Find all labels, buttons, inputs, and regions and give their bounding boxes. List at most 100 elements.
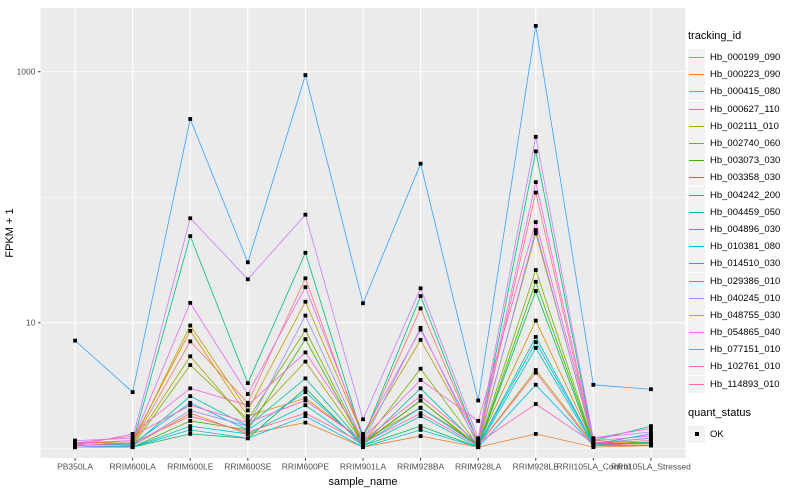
- data-point: [303, 250, 308, 255]
- data-point: [303, 276, 308, 281]
- data-point: [73, 338, 77, 343]
- data-point: [303, 359, 308, 364]
- quant-ok-key: [688, 425, 705, 443]
- data-point: [245, 277, 250, 282]
- data-point: [533, 149, 538, 154]
- series-color-line-icon: [689, 108, 704, 110]
- data-point: [245, 436, 250, 441]
- legend-label: Hb_002111_010: [710, 120, 779, 132]
- data-point: [533, 370, 538, 375]
- data-point: [188, 354, 193, 359]
- data-point: [418, 414, 423, 419]
- data-point: [303, 299, 308, 304]
- x-tick-label: RRIM600PE: [282, 462, 330, 472]
- legend-item-Hb_004459_050: Hb_004459_050: [688, 203, 798, 221]
- legend-label: Hb_010381_080: [710, 241, 781, 253]
- data-point: [533, 432, 538, 436]
- series-color-line-icon: [689, 366, 704, 368]
- x-axis-title: sample_name: [328, 476, 397, 488]
- data-point: [649, 443, 653, 448]
- data-point: [188, 414, 193, 419]
- legend-item-Hb_003358_030: Hb_003358_030: [688, 169, 798, 187]
- data-point: [361, 445, 365, 450]
- data-point: [533, 340, 538, 345]
- series-color-line-icon: [689, 228, 704, 230]
- data-point: [649, 424, 653, 429]
- legend-item-Hb_000415_080: Hb_000415_080: [688, 83, 798, 101]
- data-point: [591, 443, 596, 448]
- data-point: [533, 228, 538, 232]
- data-point: [188, 363, 193, 367]
- data-point: [130, 438, 135, 443]
- legend-key: [688, 289, 705, 307]
- legend-label: Hb_054865_040: [710, 327, 781, 339]
- x-tick-label: RRII105LA_Stressed: [611, 462, 691, 472]
- data-point: [418, 398, 423, 403]
- data-point: [418, 161, 423, 166]
- data-point: [418, 366, 423, 371]
- data-point: [303, 411, 308, 416]
- data-point: [418, 327, 423, 332]
- x-tick-label: RRIM928BA: [397, 462, 445, 472]
- legend-label: OK: [710, 428, 724, 440]
- data-point: [245, 392, 250, 396]
- data-point: [533, 335, 538, 339]
- legend-label: Hb_014510_030: [710, 258, 781, 270]
- data-point: [73, 438, 77, 443]
- legend-key: [688, 341, 705, 359]
- data-point: [303, 350, 308, 355]
- data-point: [649, 434, 653, 438]
- legend-item-Hb_114893_010: Hb_114893_010: [688, 375, 798, 393]
- legend-key: [688, 135, 705, 153]
- data-point: [418, 337, 423, 342]
- legend-label: Hb_077151_010: [710, 344, 781, 356]
- legend-label: Hb_002740_060: [710, 138, 781, 150]
- legend-key: [688, 272, 705, 290]
- legend-title-quant-status: quant_status: [688, 406, 751, 419]
- data-point: [649, 426, 653, 431]
- data-point: [303, 420, 308, 425]
- legend-label: Hb_000223_090: [710, 69, 781, 81]
- data-point: [418, 306, 423, 311]
- data-point: [418, 427, 423, 432]
- legend-key: [688, 375, 705, 393]
- series-color-line-icon: [689, 263, 704, 265]
- data-point: [418, 386, 423, 391]
- legend-key: [688, 203, 705, 221]
- legend-item-ok: OK: [688, 425, 798, 443]
- chart-legend: tracking_id Hb_000199_090 Hb_000223_090 Hb…: [688, 30, 798, 443]
- data-point: [245, 427, 250, 432]
- data-point: [245, 260, 250, 265]
- series-color-line-icon: [689, 211, 704, 213]
- data-point: [533, 382, 538, 387]
- legend-label: Hb_004896_030: [710, 223, 781, 235]
- data-point: [303, 328, 308, 333]
- x-tick-label: PB350LA: [57, 462, 93, 472]
- data-point: [245, 381, 250, 386]
- data-point: [188, 234, 193, 239]
- series-color-line-icon: [689, 194, 704, 196]
- legend-item-Hb_048755_030: Hb_048755_030: [688, 306, 798, 324]
- data-point: [245, 414, 250, 419]
- data-point: [361, 432, 365, 436]
- legend-title-tracking-id: tracking_id: [688, 30, 742, 42]
- legend-key: [688, 238, 705, 256]
- series-color-line-icon: [689, 177, 704, 179]
- series-color-line-icon: [689, 57, 704, 59]
- data-point: [649, 387, 653, 392]
- legend-item-Hb_077151_010: Hb_077151_010: [688, 341, 798, 359]
- data-point: [476, 438, 481, 443]
- data-point: [533, 23, 538, 28]
- data-point: [418, 434, 423, 438]
- data-point: [188, 216, 193, 221]
- data-point: [303, 376, 308, 381]
- data-point: [130, 432, 135, 436]
- data-point: [130, 390, 135, 394]
- data-point: [533, 318, 538, 323]
- data-point: [188, 339, 193, 344]
- data-point: [188, 427, 193, 432]
- data-point: [533, 190, 538, 195]
- data-point: [188, 323, 193, 328]
